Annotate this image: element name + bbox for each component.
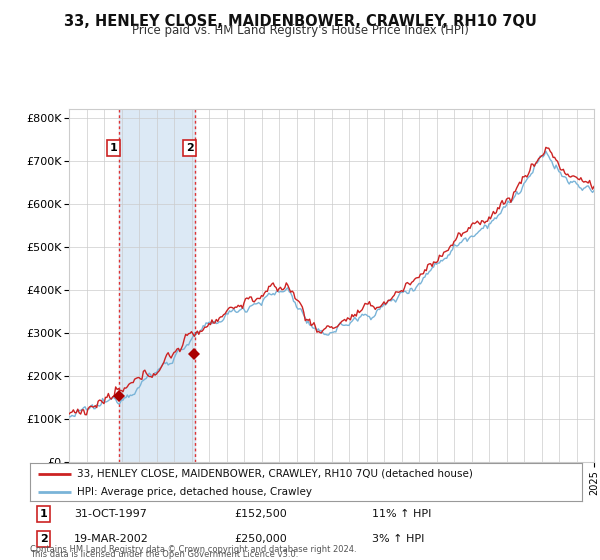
Text: 31-OCT-1997: 31-OCT-1997 — [74, 509, 147, 519]
Text: 3% ↑ HPI: 3% ↑ HPI — [372, 534, 425, 544]
Text: £152,500: £152,500 — [234, 509, 287, 519]
Text: Price paid vs. HM Land Registry's House Price Index (HPI): Price paid vs. HM Land Registry's House … — [131, 24, 469, 37]
Text: 1: 1 — [40, 509, 47, 519]
Text: 33, HENLEY CLOSE, MAIDENBOWER, CRAWLEY, RH10 7QU (detached house): 33, HENLEY CLOSE, MAIDENBOWER, CRAWLEY, … — [77, 469, 473, 479]
Text: 2: 2 — [186, 143, 194, 153]
Text: £250,000: £250,000 — [234, 534, 287, 544]
Text: This data is licensed under the Open Government Licence v3.0.: This data is licensed under the Open Gov… — [30, 550, 298, 559]
Text: 19-MAR-2002: 19-MAR-2002 — [74, 534, 149, 544]
Bar — [119, 109, 195, 462]
Text: 2: 2 — [40, 534, 47, 544]
Text: 1: 1 — [109, 143, 117, 153]
Text: 33, HENLEY CLOSE, MAIDENBOWER, CRAWLEY, RH10 7QU: 33, HENLEY CLOSE, MAIDENBOWER, CRAWLEY, … — [64, 14, 536, 29]
Text: HPI: Average price, detached house, Crawley: HPI: Average price, detached house, Craw… — [77, 487, 312, 497]
Text: 11% ↑ HPI: 11% ↑ HPI — [372, 509, 431, 519]
Text: Contains HM Land Registry data © Crown copyright and database right 2024.: Contains HM Land Registry data © Crown c… — [30, 545, 356, 554]
